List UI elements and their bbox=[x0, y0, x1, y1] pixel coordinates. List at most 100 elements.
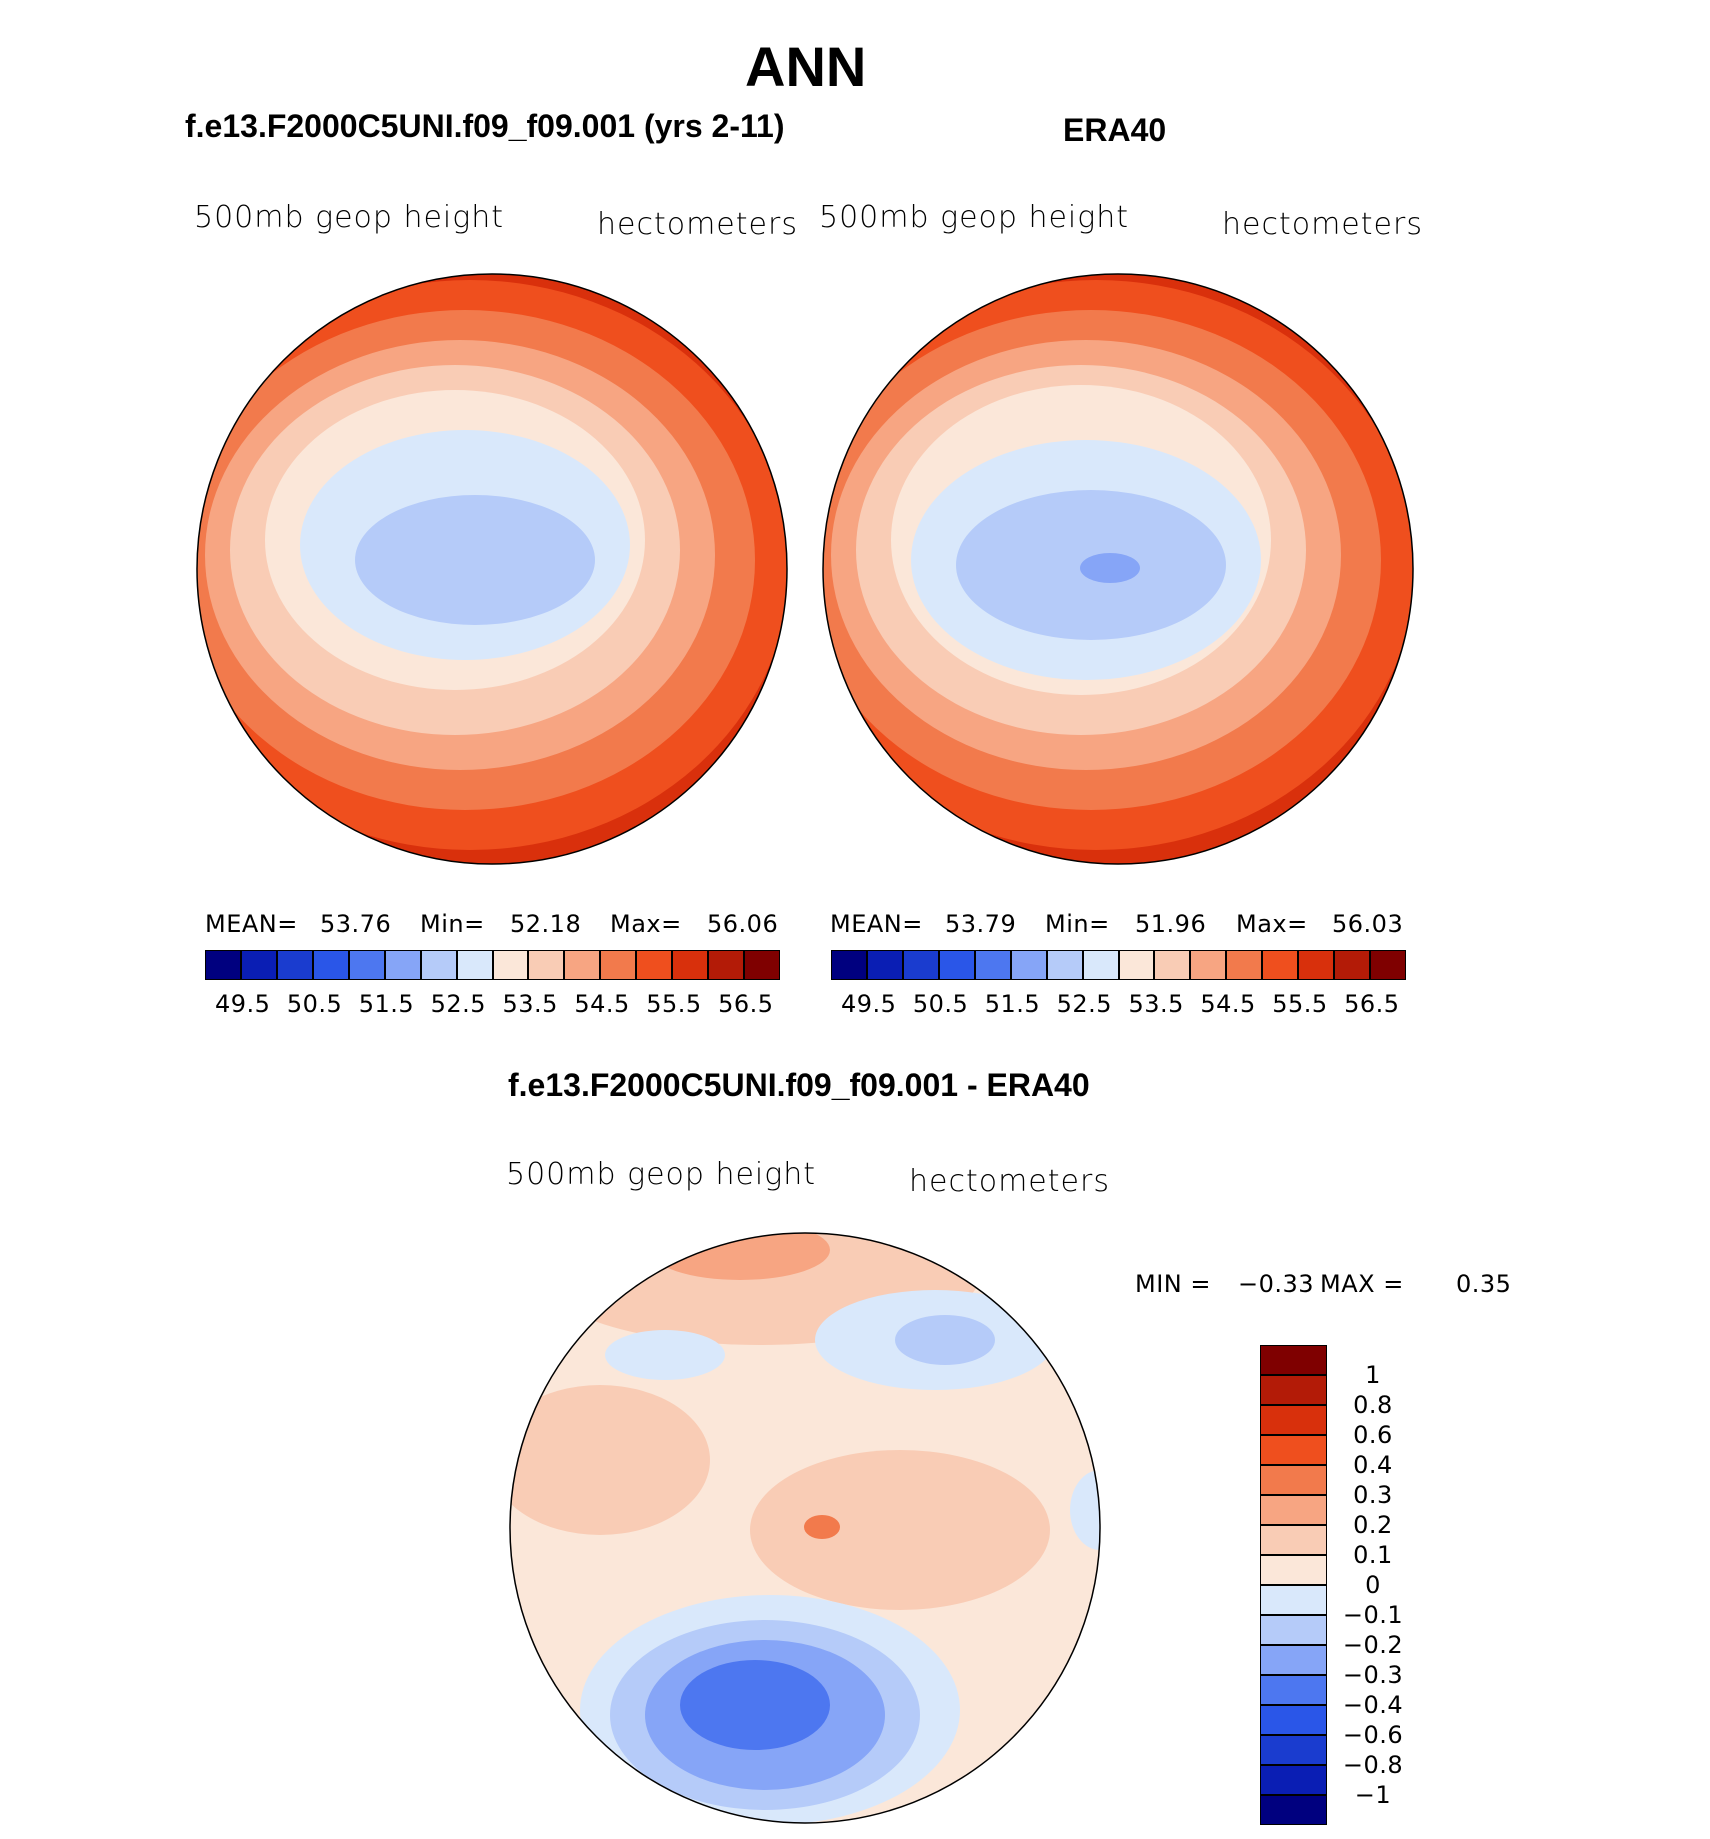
colorbar-swatch bbox=[1260, 1795, 1327, 1825]
panel-1-mean-label: MEAN= bbox=[205, 910, 298, 938]
panel-2-mean-value: 53.79 bbox=[945, 910, 1017, 938]
colorbar-tick-label: 54.5 bbox=[1200, 990, 1256, 1018]
colorbar-swatch bbox=[708, 950, 745, 980]
colorbar-tick-label: 0 bbox=[1365, 1571, 1381, 1599]
colorbar-tick-label: 0.2 bbox=[1353, 1511, 1393, 1539]
panel-3-max-label: MAX = bbox=[1320, 1270, 1404, 1298]
colorbar-tick-label: 50.5 bbox=[912, 990, 969, 1018]
panel-1-title: f.e13.F2000C5UNI.f09_f09.001 (yrs 2-11) bbox=[185, 108, 785, 144]
colorbar-swatch bbox=[1226, 950, 1263, 980]
panel-3-title: f.e13.F2000C5UNI.f09_f09.001 - ERA40 bbox=[508, 1067, 1090, 1103]
panel-2-mean-label: MEAN= bbox=[830, 910, 923, 938]
colorbar-swatch bbox=[528, 950, 565, 980]
colorbar-swatch bbox=[1334, 950, 1371, 980]
panel-2-max-value: 56.03 bbox=[1332, 910, 1404, 938]
colorbar-tick-label: 0.6 bbox=[1353, 1421, 1393, 1449]
colorbar-tick-label: 0.1 bbox=[1353, 1541, 1393, 1569]
colorbar-model-ticks: 49.5 50.5 51.5 52.5 53.5 54.5 55.5 56.5 bbox=[205, 990, 780, 1020]
colorbar-swatch bbox=[1118, 950, 1155, 980]
colorbar-tick-label: −0.1 bbox=[1342, 1601, 1404, 1629]
colorbar-swatch bbox=[1010, 950, 1047, 980]
colorbar-swatch bbox=[1260, 1585, 1327, 1615]
colorbar-swatch bbox=[420, 950, 457, 980]
colorbar-tick-label: 0.8 bbox=[1353, 1391, 1393, 1419]
colorbar-swatch bbox=[1370, 950, 1406, 980]
colorbar-tick-label: 49.5 bbox=[840, 990, 897, 1018]
colorbar-tick-label: 56.5 bbox=[1344, 990, 1400, 1018]
panel-2-max-label: Max= bbox=[1236, 910, 1308, 938]
colorbar-swatch bbox=[1260, 1375, 1327, 1405]
panel-1-units-label: hectometers bbox=[597, 207, 798, 242]
colorbar-tick-label: 49.5 bbox=[214, 990, 271, 1018]
panel-2-min-value: 51.96 bbox=[1135, 910, 1207, 938]
colorbar-tick-label: 50.5 bbox=[286, 990, 343, 1018]
colorbar-swatch bbox=[1154, 950, 1191, 980]
colorbar-tick-label: 56.5 bbox=[718, 990, 774, 1018]
colorbar-swatch bbox=[636, 950, 673, 980]
colorbar-tick-label: 54.5 bbox=[574, 990, 630, 1018]
colorbar-tick-label: 52.5 bbox=[1056, 990, 1112, 1018]
colorbar-swatch bbox=[1260, 1765, 1327, 1795]
colorbar-swatch bbox=[831, 950, 867, 980]
colorbar-tick-label: −0.8 bbox=[1342, 1751, 1404, 1779]
colorbar-tick-label: 51.5 bbox=[984, 990, 1041, 1018]
panel-1-min-label: Min= bbox=[420, 910, 485, 938]
panel-1-max-label: Max= bbox=[610, 910, 682, 938]
colorbar-swatch bbox=[866, 950, 903, 980]
colorbar-swatch bbox=[456, 950, 493, 980]
colorbar-difference-ticks: 1 0.8 0.6 0.4 0.3 0.2 0.1 0 −0.1 −0.2 −0.3 −0.4 −0.6… bbox=[1338, 1345, 1418, 1825]
colorbar-swatch bbox=[1046, 950, 1083, 980]
colorbar-tick-label: 53.5 bbox=[502, 990, 558, 1018]
colorbar-swatch bbox=[1260, 1645, 1327, 1675]
colorbar-swatch bbox=[902, 950, 939, 980]
panel-3-units-label: hectometers bbox=[909, 1164, 1110, 1199]
colorbar-swatch bbox=[744, 950, 780, 980]
colorbar-era40-ticks: 49.5 50.5 51.5 52.5 53.5 54.5 55.5 56.5 bbox=[831, 990, 1406, 1020]
season-title: ANN bbox=[745, 35, 867, 98]
colorbar-swatch bbox=[672, 950, 709, 980]
colorbar-swatch bbox=[1262, 950, 1299, 980]
colorbar-tick-label: −1 bbox=[1354, 1781, 1392, 1809]
colorbar-swatch bbox=[938, 950, 975, 980]
colorbar-swatch bbox=[1260, 1435, 1327, 1465]
colorbar-swatch bbox=[1260, 1465, 1327, 1495]
colorbar-tick-label: 55.5 bbox=[1272, 990, 1328, 1018]
panel-3-min-label: MIN = bbox=[1135, 1270, 1211, 1298]
colorbar-tick-label: 52.5 bbox=[430, 990, 486, 1018]
colorbar-swatch bbox=[1260, 1615, 1327, 1645]
panel-2-variable-label: 500mb geop height bbox=[819, 200, 1130, 235]
colorbar-tick-label: 0.3 bbox=[1353, 1481, 1393, 1509]
colorbar-swatch bbox=[1260, 1405, 1327, 1435]
panel-3-variable-label: 500mb geop height bbox=[506, 1157, 817, 1192]
colorbar-swatch bbox=[1260, 1705, 1327, 1735]
colorbar-model bbox=[205, 950, 780, 980]
colorbar-difference bbox=[1260, 1345, 1327, 1825]
colorbar-swatch bbox=[205, 950, 241, 980]
colorbar-swatch bbox=[1082, 950, 1119, 980]
colorbar-tick-label: −0.3 bbox=[1342, 1661, 1404, 1689]
panel-2-units-label: hectometers bbox=[1222, 207, 1423, 242]
colorbar-swatch bbox=[492, 950, 529, 980]
panel-1-variable-label: 500mb geop height bbox=[194, 200, 505, 235]
panel-1-max-value: 56.06 bbox=[707, 910, 779, 938]
panel-3-max-value: 0.35 bbox=[1456, 1270, 1512, 1298]
colorbar-swatch bbox=[1260, 1555, 1327, 1585]
panel-2-title: ERA40 bbox=[1063, 112, 1167, 148]
colorbar-era40 bbox=[831, 950, 1406, 980]
colorbar-swatch bbox=[1190, 950, 1227, 980]
colorbar-swatch bbox=[276, 950, 313, 980]
colorbar-tick-label: 55.5 bbox=[646, 990, 702, 1018]
colorbar-swatch bbox=[1260, 1525, 1327, 1555]
colorbar-tick-label: 1 bbox=[1365, 1361, 1381, 1389]
colorbar-tick-label: 51.5 bbox=[358, 990, 415, 1018]
colorbar-swatch bbox=[600, 950, 637, 980]
panel-1-min-value: 52.18 bbox=[510, 910, 582, 938]
colorbar-swatch bbox=[1260, 1345, 1327, 1375]
colorbar-swatch bbox=[1298, 950, 1335, 980]
colorbar-tick-label: 53.5 bbox=[1128, 990, 1184, 1018]
colorbar-swatch bbox=[1260, 1675, 1327, 1705]
panel-1-mean-value: 53.76 bbox=[320, 910, 392, 938]
colorbar-tick-label: −0.4 bbox=[1342, 1691, 1404, 1719]
colorbar-swatch bbox=[240, 950, 277, 980]
